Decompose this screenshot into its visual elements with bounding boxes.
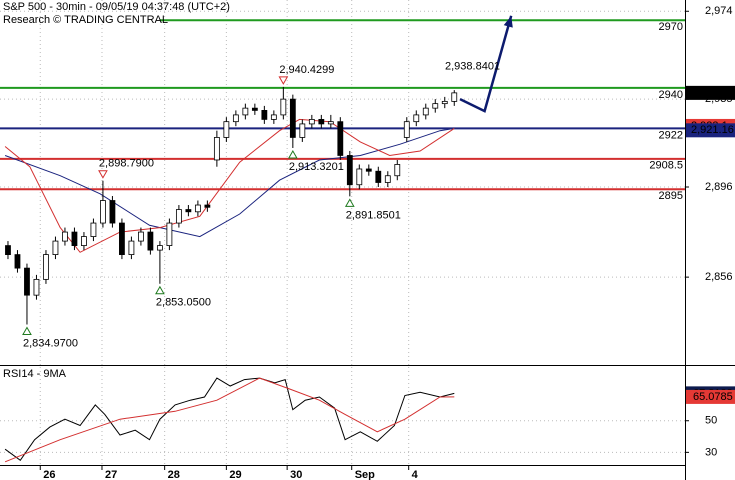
candle-body xyxy=(356,168,363,186)
candle-body xyxy=(422,107,429,116)
candle-body xyxy=(289,98,296,138)
candle-body xyxy=(14,254,21,269)
candle-body xyxy=(147,231,154,251)
rsi-line xyxy=(4,377,455,462)
candle-body xyxy=(5,245,11,255)
low-marker xyxy=(287,149,298,159)
level-label: 2940 xyxy=(659,89,683,101)
candle-body xyxy=(52,240,59,255)
low-marker xyxy=(155,285,165,295)
extreme-label: 2,940.4299 xyxy=(279,64,334,76)
price-tag xyxy=(686,85,735,100)
candle-body xyxy=(261,110,268,120)
high-marker xyxy=(278,76,289,85)
low-marker xyxy=(22,326,32,336)
y-tick-label: 2,856 xyxy=(705,271,733,283)
candle-body xyxy=(62,231,68,242)
x-tick-label: 28 xyxy=(168,469,180,480)
chart-title: S&P 500 - 30min - 09/05/19 04:37:48 (UTC… xyxy=(3,1,230,13)
x-tick-label: 30 xyxy=(290,469,302,480)
y-tick-label: 30 xyxy=(705,446,717,458)
value-tag-label: 65.0785 xyxy=(693,391,733,403)
y-tick-label: 50 xyxy=(705,415,717,427)
y-tick-label: 2,896 xyxy=(705,181,733,193)
level-label: 2970 xyxy=(659,21,683,33)
candle-body xyxy=(100,200,106,224)
extreme-label: 2,913.3201 xyxy=(289,161,344,173)
candle-body xyxy=(403,121,410,138)
candle-body xyxy=(251,107,258,111)
candle-body xyxy=(223,121,230,138)
candle-body xyxy=(24,267,30,296)
extreme-label: 2,898.7900 xyxy=(99,158,154,170)
low-marker xyxy=(344,198,355,207)
candle-body xyxy=(375,170,382,183)
x-tick-label: 4 xyxy=(412,469,419,480)
candle-body xyxy=(194,204,201,213)
level-label: 2908.5 xyxy=(649,160,683,172)
candle-body xyxy=(270,114,277,120)
value-tag xyxy=(686,389,735,404)
candle-body xyxy=(138,231,144,242)
candle-body xyxy=(299,123,306,138)
x-tick-label: 29 xyxy=(229,469,241,480)
candle-body xyxy=(413,114,420,123)
candle-body xyxy=(33,278,40,296)
price-tag-label: 2,937.78 xyxy=(691,87,734,99)
candle-body xyxy=(441,100,448,105)
candle-body xyxy=(119,222,125,255)
y-tick-label: 2,974 xyxy=(705,5,733,17)
level-label: 2895 xyxy=(659,190,683,202)
x-tick-label: 27 xyxy=(105,469,117,480)
arrow-head xyxy=(503,15,513,28)
candle-body xyxy=(166,222,173,246)
candle-body xyxy=(337,121,344,156)
extreme-label: 2,853.0500 xyxy=(156,297,211,309)
target-label: 2,938.8401 xyxy=(445,60,500,72)
projection-arrow xyxy=(459,15,513,113)
price-tag xyxy=(686,123,735,138)
candle-body xyxy=(280,98,287,116)
candle-body xyxy=(394,164,401,177)
candle-body xyxy=(242,107,249,116)
candle-body xyxy=(90,222,97,237)
x-tick-label: Sep xyxy=(355,469,375,480)
panel-title: RSI14 - 9MA xyxy=(3,368,67,380)
level-label: 2922 xyxy=(659,129,683,141)
candle-body xyxy=(157,245,163,251)
price-tag-label: 2,921.16 xyxy=(691,124,734,136)
candle-body xyxy=(327,121,334,125)
candle-body xyxy=(185,209,192,213)
candle-body xyxy=(346,155,353,186)
candle-body xyxy=(232,114,239,123)
extreme-label: 2,834.9700 xyxy=(23,337,78,349)
high-marker xyxy=(98,170,108,179)
candle-body xyxy=(175,209,182,224)
candle-body xyxy=(451,92,458,102)
candle-body xyxy=(213,137,220,161)
candle-body xyxy=(81,236,87,246)
candle-body xyxy=(204,204,211,208)
candle-body xyxy=(365,168,372,172)
candle-body xyxy=(318,119,325,125)
candle-body xyxy=(128,240,135,255)
candle-body xyxy=(109,200,116,224)
chart-subtitle: Research © TRADING CENTRAL xyxy=(3,14,168,26)
candle-body xyxy=(384,175,391,183)
candle-body xyxy=(432,103,439,109)
rsi-line xyxy=(4,377,455,463)
candle-body xyxy=(71,231,78,246)
extreme-label: 2,891.8501 xyxy=(346,209,401,221)
moving-average xyxy=(4,127,455,238)
x-tick-label: 26 xyxy=(43,469,55,480)
candle-body xyxy=(43,254,49,280)
candle-body xyxy=(308,119,315,125)
